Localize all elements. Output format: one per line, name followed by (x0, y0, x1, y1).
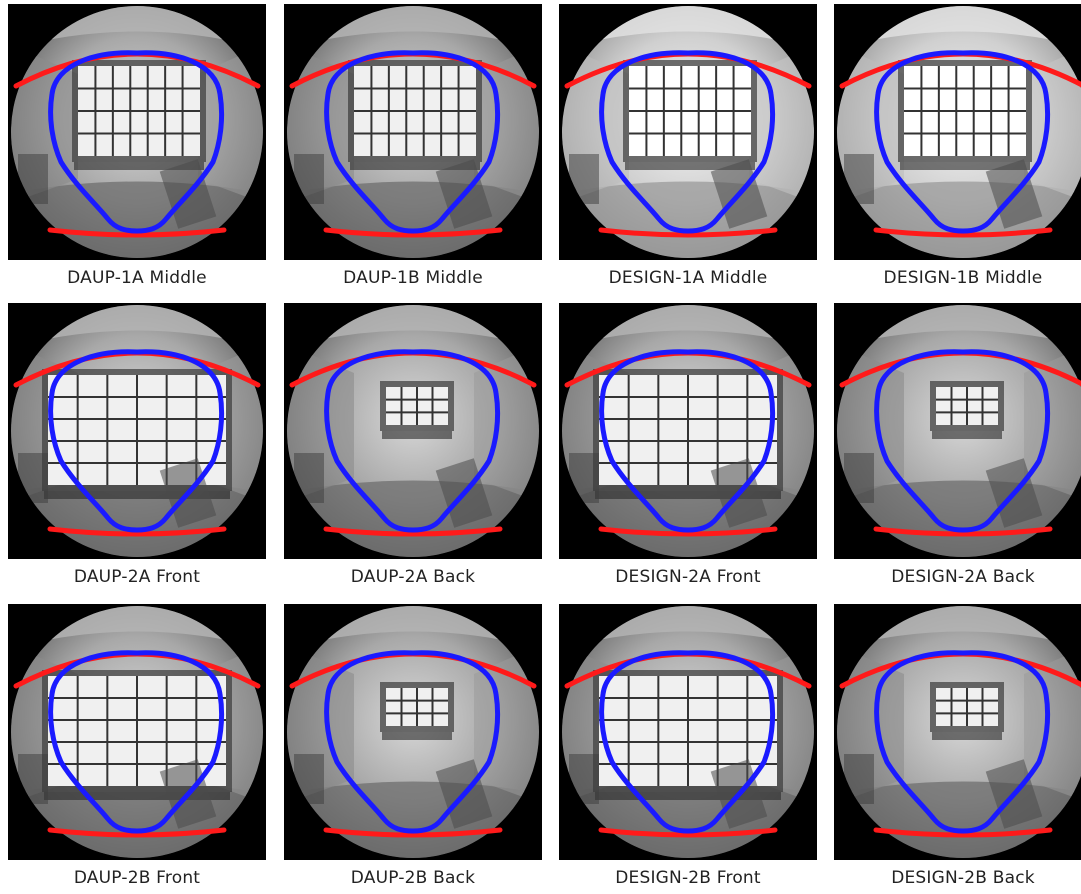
fisheye-image (834, 604, 1081, 860)
fisheye-image (8, 303, 266, 559)
panel-1-2: DAUP-1B Middle (284, 4, 544, 294)
panel-1-4: DESIGN-1B Middle (834, 4, 1081, 294)
panel-caption: DAUP-2A Back (284, 567, 542, 587)
fisheye-image (834, 4, 1081, 260)
fisheye-image (834, 303, 1081, 559)
panel-caption: DAUP-1B Middle (284, 268, 542, 288)
fisheye-image (559, 4, 817, 260)
panel-caption: DAUP-2B Back (284, 868, 542, 888)
panel-caption: DAUP-1A Middle (8, 268, 266, 288)
fisheye-image (8, 4, 266, 260)
fisheye-image (284, 303, 542, 559)
panel-2-3: DESIGN-2A Front (559, 303, 819, 593)
panel-caption: DESIGN-2B Front (559, 868, 817, 888)
panel-3-4: DESIGN-2B Back (834, 604, 1081, 894)
panel-caption: DESIGN-2A Back (834, 567, 1081, 587)
fisheye-image (8, 604, 266, 860)
panel-3-1: DAUP-2B Front (8, 604, 268, 894)
panel-caption: DESIGN-2A Front (559, 567, 817, 587)
panel-3-3: DESIGN-2B Front (559, 604, 819, 894)
fisheye-image (284, 4, 542, 260)
panel-caption: DESIGN-1B Middle (834, 268, 1081, 288)
fisheye-image (559, 303, 817, 559)
panel-2-4: DESIGN-2A Back (834, 303, 1081, 593)
fisheye-image (559, 604, 817, 860)
panel-caption: DESIGN-1A Middle (559, 268, 817, 288)
panel-2-1: DAUP-2A Front (8, 303, 268, 593)
panel-caption: DESIGN-2B Back (834, 868, 1081, 888)
panel-1-1: DAUP-1A Middle (8, 4, 268, 294)
panel-caption: DAUP-2A Front (8, 567, 266, 587)
panel-1-3: DESIGN-1A Middle (559, 4, 819, 294)
fisheye-image (284, 604, 542, 860)
panel-3-2: DAUP-2B Back (284, 604, 544, 894)
panel-caption: DAUP-2B Front (8, 868, 266, 888)
panel-2-2: DAUP-2A Back (284, 303, 544, 593)
